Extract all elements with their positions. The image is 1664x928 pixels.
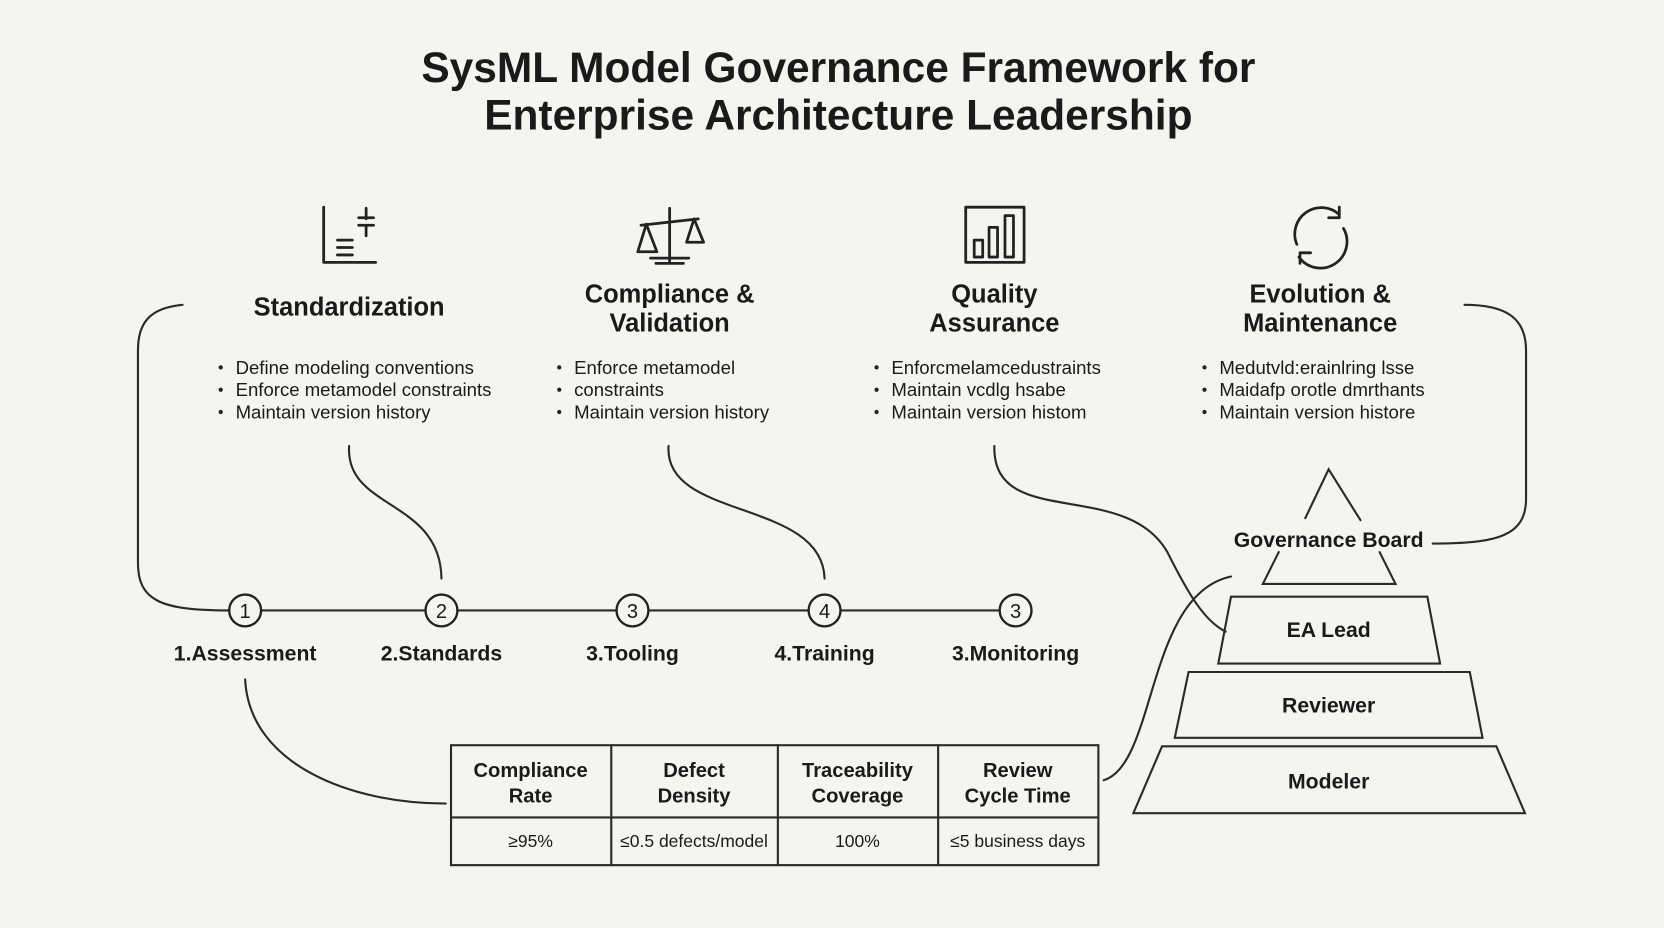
tier-box-reviewer [1173, 670, 1484, 739]
pillar-heading-evolution: Evolution & [1249, 281, 1390, 309]
bullet-dot [874, 409, 879, 415]
governance-pyramid: Governance Board EA Lead Reviewer Modele… [1131, 467, 1527, 815]
table-header: Compliance [473, 760, 587, 782]
table-header: Defect [663, 760, 725, 782]
title-line-1: SysML Model Governance Framework for [421, 44, 1255, 91]
table-header: Cycle Time [965, 786, 1071, 808]
left-bracket [136, 303, 230, 612]
step-number: 1 [240, 601, 251, 623]
step-number: 2 [436, 601, 447, 623]
pillar-heading-compliance: Compliance & [585, 281, 755, 309]
bullet-dot [218, 365, 223, 370]
bullet-text: Enforce metamodel [574, 357, 735, 378]
bullet-dot [218, 387, 223, 392]
scales-icon [636, 206, 705, 265]
step-label: 4.Training [774, 642, 874, 665]
bullet-dot [557, 409, 562, 415]
bullet-dot [874, 365, 879, 370]
timeline-step: 3 3.Tooling [586, 593, 679, 665]
bullet-dot [1202, 365, 1207, 370]
table-header: Traceability [802, 760, 914, 782]
pillar-heading-quality: Quality [951, 281, 1038, 309]
tier-reviewer: Reviewer [1282, 694, 1375, 717]
bullet-text: Maintain vcdlg hsabe [891, 379, 1065, 400]
tier-box-modeler [1131, 745, 1527, 815]
table-cell: ≥95% [508, 831, 553, 851]
tier-modeler: Modeler [1288, 771, 1369, 794]
bar-chart-icon [964, 205, 1026, 264]
bullet-text: Enforcmelamcedustraints [891, 357, 1100, 378]
bullet-text: Define modeling conventions [236, 357, 474, 378]
bullet-text: Maidafp orotle dmrthants [1219, 379, 1424, 400]
connector-assessment-table [244, 678, 447, 805]
step-number: 3 [627, 601, 638, 623]
bullet-text: Maintain version histore [1219, 401, 1415, 422]
connector-compliance [667, 444, 826, 580]
bullet-dot [874, 387, 879, 392]
table-header: Review [983, 760, 1053, 782]
timeline: 1 1.Assessment 2 2.Standards 3 3.Tooling 4 4.Tr… [174, 593, 1079, 665]
pillar-heading-evolution-2: Maintenance [1243, 309, 1397, 337]
step-circle [807, 593, 842, 628]
table-cell: ≤5 business days [950, 831, 1085, 851]
refresh-cycle-icon [1293, 205, 1349, 270]
bullet-text: Medutvld:erainlring lsse [1219, 357, 1414, 378]
step-circle [998, 593, 1033, 628]
bullet-dot [1202, 387, 1207, 392]
bullet-dot [557, 387, 562, 392]
bullet-dot [1202, 409, 1207, 415]
tier-box-ea-lead [1217, 595, 1442, 665]
table-header: Coverage [812, 786, 904, 808]
timeline-step: 4 4.Training [774, 593, 875, 665]
step-label: 2.Standards [381, 642, 502, 665]
table-cell: 100% [835, 831, 880, 851]
timeline-step: 3 3.Monitoring [952, 593, 1079, 665]
step-circle [228, 593, 263, 628]
connector-table-pyramid [1102, 575, 1233, 782]
connector-standardization [348, 444, 443, 580]
step-number: 3 [1010, 601, 1021, 623]
table-header: Rate [509, 786, 553, 808]
timeline-step: 2 2.Standards [381, 593, 502, 665]
pyramid-apex [1261, 467, 1398, 585]
bullet-text: Maintain version histom [891, 401, 1086, 422]
connector-quality [993, 444, 1227, 633]
pillar-heading-standardization: Standardization [254, 293, 445, 321]
bullet-text: Enforce metamodel constraints [236, 379, 492, 400]
document-list-icon [322, 205, 378, 264]
bullet-text: constraints [574, 379, 664, 400]
tier-governance-board: Governance Board [1234, 529, 1424, 552]
bullet-text: Maintain version history [574, 401, 770, 422]
bullet-text: Maintain version history [236, 401, 432, 422]
pillar-heading-compliance-2: Validation [610, 309, 730, 337]
right-bracket [1431, 303, 1528, 545]
timeline-step: 1 1.Assessment [174, 593, 317, 665]
step-label: 3.Monitoring [952, 642, 1079, 665]
step-label: 1.Assessment [174, 642, 317, 665]
pillar-heading-quality-2: Assurance [929, 309, 1059, 337]
title-line-2: Enterprise Architecture Leadership [484, 92, 1192, 139]
step-number: 4 [819, 601, 830, 623]
step-circle [424, 593, 459, 628]
bullet-dot [557, 365, 562, 370]
bullet-dot [218, 409, 223, 415]
tier-ea-lead: EA Lead [1287, 619, 1371, 642]
step-circle [615, 593, 650, 628]
metrics-table: Compliance Rate ≥95% Defect Density ≤0.5 defe… [449, 744, 1100, 867]
step-label: 3.Tooling [586, 642, 679, 665]
table-cell: ≤0.5 defects/model [620, 831, 768, 851]
table-header: Density [658, 786, 732, 808]
